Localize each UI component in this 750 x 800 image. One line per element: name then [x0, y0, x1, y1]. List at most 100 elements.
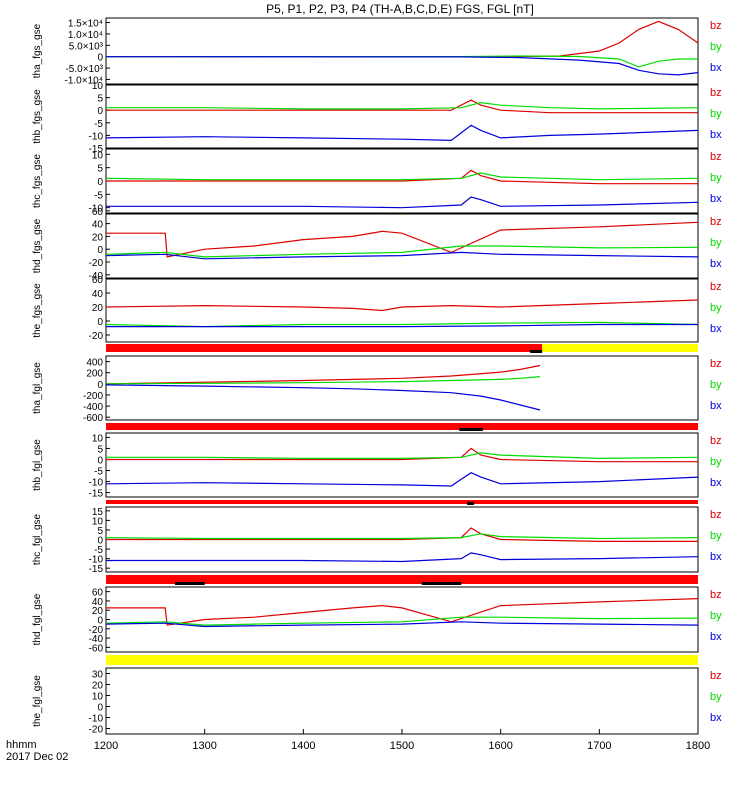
y-tick-label: -10 — [89, 131, 104, 142]
y-axis-label: thb_fgl_gse — [32, 439, 43, 491]
y-tick-label: 20 — [92, 606, 104, 617]
legend-bz: bz — [710, 509, 722, 521]
y-tick-label: 20 — [92, 232, 104, 243]
y-tick-label: 5 — [97, 94, 103, 105]
series-bx — [106, 323, 698, 328]
y-tick-label: -10 — [89, 478, 104, 489]
panel-frame — [105, 84, 699, 149]
legend-bz: bz — [710, 358, 722, 370]
y-tick-label: -15 — [89, 489, 104, 500]
legend-bx: bx — [710, 477, 722, 489]
legend-by: by — [710, 41, 722, 53]
panel-frame — [105, 213, 699, 279]
y-tick-label: 0 — [97, 536, 103, 547]
legend-bz: bz — [710, 87, 722, 99]
legend-bx: bx — [710, 323, 722, 335]
series-by — [105, 376, 541, 385]
y-tick-label: -40 — [89, 271, 104, 282]
legend-by: by — [710, 108, 722, 120]
flag-segment — [106, 575, 698, 584]
flag-bar-the_fgs — [106, 344, 698, 353]
legend-bx: bx — [710, 631, 722, 643]
series-bx — [105, 472, 699, 487]
y-axis-label: thc_fgl_gse — [32, 513, 43, 565]
y-tick-label: 40 — [92, 597, 104, 608]
flag-mark — [421, 582, 462, 585]
y-tick-label: 0 — [97, 53, 103, 64]
series-bx — [105, 251, 699, 260]
series-bx — [105, 621, 699, 628]
flag-bar-tha_fgl — [106, 423, 698, 431]
flag-bar-thc_fgl — [106, 575, 698, 585]
y-axis-label: thc_fgs_gse — [32, 154, 43, 208]
x-tick-label: 1200 — [94, 740, 118, 752]
y-tick-label: -1.0×10⁴ — [65, 75, 104, 86]
series-bz — [106, 169, 698, 185]
y-tick-label: -20 — [89, 625, 104, 636]
legend-bx: bx — [710, 712, 722, 724]
y-tick-label: 20 — [92, 681, 104, 692]
y-tick-label: 0 — [97, 616, 103, 627]
y-axis-label: the_fgl_gse — [32, 675, 43, 727]
x-tick-label: 1500 — [390, 740, 414, 752]
footer-hhmm: hhmm — [6, 739, 37, 751]
y-tick-label: -5 — [94, 190, 103, 201]
legend-bz: bz — [710, 151, 722, 163]
legend-bz: bz — [710, 670, 722, 682]
flag-mark — [175, 582, 205, 585]
y-tick-label: -15 — [89, 144, 104, 155]
series-bz — [105, 364, 541, 385]
legend-bx: bx — [710, 129, 722, 141]
series-bz — [106, 527, 698, 543]
series-bx — [105, 384, 541, 411]
series-bz — [106, 221, 699, 258]
y-tick-label: -10 — [89, 555, 104, 566]
y-tick-label: 200 — [86, 369, 103, 380]
y-tick-label: 1.0×10⁴ — [68, 30, 103, 41]
legend-by: by — [710, 172, 722, 184]
legend-bx: bx — [710, 193, 722, 205]
flag-segment — [106, 344, 543, 352]
legend-bx: bx — [710, 258, 722, 270]
y-axis-label: the_fgs_gse — [32, 283, 43, 338]
y-tick-label: 0 — [97, 380, 103, 391]
flag-mark — [459, 428, 483, 431]
x-tick-label: 1700 — [587, 740, 611, 752]
y-tick-label: 0 — [97, 455, 103, 466]
legend-by: by — [710, 237, 722, 249]
y-tick-label: -5 — [94, 467, 103, 478]
y-axis-label: thb_fgs_gse — [32, 89, 43, 144]
panel-thc_fgs: 10 5 0 -5 -10 thc_fgs_gse bz by bx — [32, 148, 722, 215]
y-tick-label: 0 — [97, 177, 103, 188]
flag-bar-thd_fgl — [106, 655, 698, 665]
series-bz — [105, 299, 699, 312]
legend-by: by — [710, 530, 722, 542]
y-tick-label: 60 — [92, 588, 104, 599]
legend-bx: bx — [710, 400, 722, 412]
flag-mark — [467, 502, 475, 505]
y-tick-label: 20 — [92, 303, 104, 314]
y-tick-label: 0 — [97, 317, 103, 328]
y-tick-label: -5 — [94, 119, 103, 130]
y-tick-label: 10 — [92, 516, 104, 527]
y-tick-label: 10 — [92, 81, 104, 92]
y-tick-label: 10 — [92, 692, 104, 703]
y-tick-label: -10 — [89, 714, 104, 725]
legend-by: by — [710, 691, 722, 703]
y-tick-label: 60 — [92, 207, 104, 218]
series-bz — [106, 20, 699, 58]
legend-bx: bx — [710, 551, 722, 563]
flag-segment — [106, 500, 698, 504]
y-tick-label: 5 — [97, 526, 103, 537]
panel-thb_fgs: 10 50 -5-10 -15 thb_fgs_gse bz by bx — [32, 81, 722, 155]
legend-by: by — [710, 456, 722, 468]
panel-frame — [105, 432, 699, 498]
y-tick-label: 0 — [97, 703, 103, 714]
y-tick-label: 10 — [92, 433, 104, 444]
flag-segment — [106, 655, 698, 665]
x-tick-label: 1400 — [291, 740, 315, 752]
series-by — [105, 616, 699, 626]
